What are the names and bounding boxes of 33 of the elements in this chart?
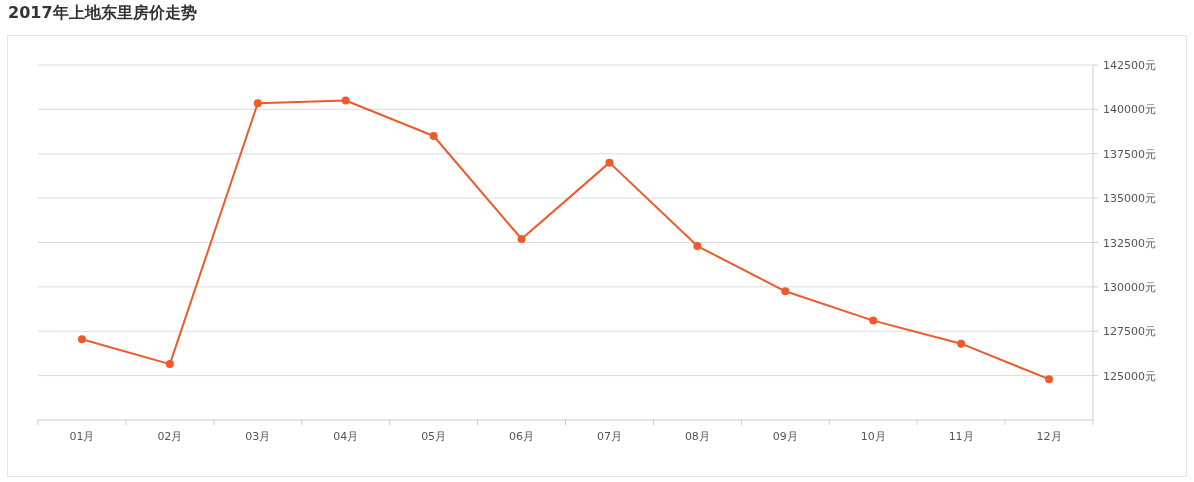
y-tick-label: 142500元 — [1103, 59, 1156, 72]
x-tick-label: 09月 — [772, 430, 798, 443]
x-tick-label: 10月 — [860, 430, 886, 443]
point — [165, 360, 174, 369]
y-tick-label: 125000元 — [1103, 369, 1156, 383]
x-tick-label: 06月 — [509, 430, 535, 443]
point — [693, 242, 702, 251]
y-tick-label: 127500元 — [1103, 325, 1156, 339]
y-tick-label: 135000元 — [1103, 192, 1156, 206]
point — [869, 316, 878, 325]
point — [429, 132, 438, 140]
chart-title: 2017年上地东里房价走势 — [8, 3, 197, 22]
point — [957, 339, 966, 348]
x-tick-label: 02月 — [157, 430, 183, 443]
x-tick-label: 04月 — [333, 430, 359, 443]
x-tick-label: 03月 — [245, 430, 271, 443]
y-tick-label: 132500元 — [1103, 236, 1156, 250]
y-tick-label: 130000元 — [1103, 280, 1156, 294]
y-tick-label: 140000元 — [1103, 103, 1156, 117]
x-tick-label: 01月 — [69, 430, 95, 443]
y-tick-label: 137500元 — [1103, 147, 1156, 161]
x-tick-label: 11月 — [948, 430, 974, 443]
point — [781, 287, 790, 296]
point — [77, 335, 86, 344]
point — [341, 96, 350, 105]
x-tick-label: 05月 — [421, 430, 447, 443]
point — [517, 234, 526, 243]
x-tick-label: 07月 — [596, 430, 622, 443]
point — [1045, 375, 1054, 384]
x-tick-label: 12月 — [1036, 430, 1062, 443]
x-tick-label: 08月 — [684, 430, 710, 443]
point — [605, 158, 614, 167]
point — [253, 99, 262, 108]
